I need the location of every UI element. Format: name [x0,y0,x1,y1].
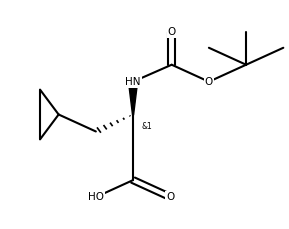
Text: O: O [205,77,213,87]
Text: O: O [168,27,176,37]
Text: &1: &1 [142,123,152,131]
Polygon shape [129,82,138,114]
Text: HO: HO [88,192,104,202]
Text: HN: HN [125,77,141,87]
Text: O: O [166,192,174,202]
